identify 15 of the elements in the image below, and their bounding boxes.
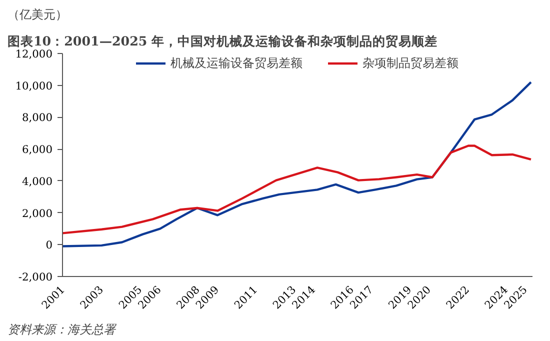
y-axis-title: （亿美元） [8, 8, 68, 22]
y-tick-label: 8,000 [22, 111, 53, 124]
y-tick-label: 4,000 [22, 174, 53, 188]
legend-label: 机械及运输设备贸易差额 [170, 54, 302, 72]
y-tick-label: 2,000 [22, 206, 53, 220]
chart-title: 图表10：2001—2025 年，中国对机械及运输设备和杂项制品的贸易顺差 [8, 34, 438, 48]
y-tick-label: 0 [46, 238, 53, 252]
y-tick-label: 10,000 [15, 79, 53, 92]
y-tick-label: -2,000 [18, 270, 53, 284]
legend-label: 杂项制品贸易差额 [362, 54, 458, 72]
y-tick-label: 12,000 [15, 48, 53, 60]
text: 资料来源：海关总署 [8, 322, 118, 336]
y-tick-label: 6,000 [22, 143, 53, 156]
line-series [62, 81, 532, 248]
line-series [62, 144, 532, 234]
